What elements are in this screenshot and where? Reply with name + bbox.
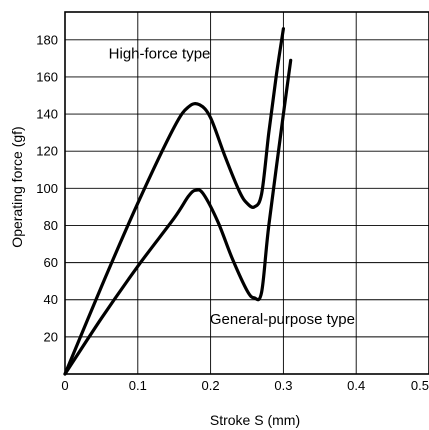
annotations: High-force type General-purpose type bbox=[109, 45, 355, 327]
y-axis-title: Operating force (gf) bbox=[9, 126, 25, 247]
y-tick-label: 140 bbox=[36, 107, 58, 122]
y-tick-label: 40 bbox=[44, 292, 58, 307]
x-tick-label: 0.5 bbox=[411, 378, 429, 393]
x-tick-label: 0.3 bbox=[274, 378, 292, 393]
y-tick-label: 80 bbox=[44, 218, 58, 233]
y-tick-label: 20 bbox=[44, 329, 58, 344]
series-line-1 bbox=[63, 27, 285, 376]
x-tick-label: 0.4 bbox=[347, 378, 365, 393]
y-tick-labels: 20 40 60 80 100 120 140 160 180 bbox=[36, 32, 58, 344]
annotation-1: High-force type bbox=[109, 45, 211, 62]
series-line-2 bbox=[63, 58, 293, 376]
x-tick-label: 0 bbox=[61, 378, 68, 393]
annotation-2: General-purpose type bbox=[210, 311, 355, 328]
x-axis-title: Stroke S (mm) bbox=[210, 412, 300, 428]
y-tick-label: 160 bbox=[36, 69, 58, 84]
plot-frame bbox=[64, 11, 429, 375]
x-tick-label: 0.2 bbox=[202, 378, 220, 393]
grid bbox=[65, 12, 429, 374]
y-tick-label: 60 bbox=[44, 255, 58, 270]
series-layer bbox=[63, 27, 293, 376]
x-tick-labels: 0 0.1 0.2 0.3 0.4 0.5 bbox=[61, 378, 429, 393]
x-tick-label: 0.1 bbox=[129, 378, 147, 393]
y-tick-label: 180 bbox=[36, 32, 58, 47]
y-tick-label: 100 bbox=[36, 181, 58, 196]
y-tick-label: 120 bbox=[36, 144, 58, 159]
